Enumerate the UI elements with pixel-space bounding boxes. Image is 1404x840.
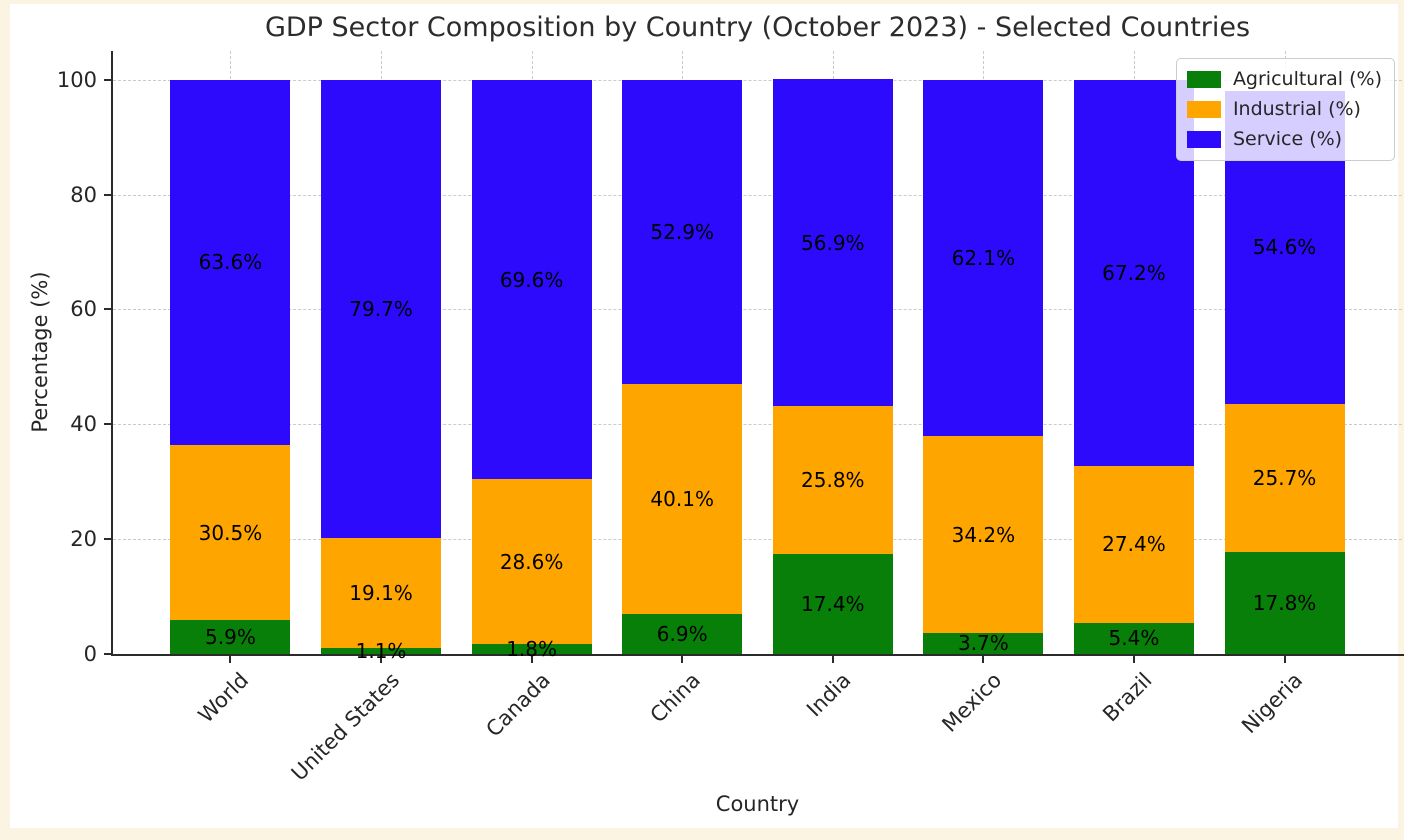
- x-tick-label: Nigeria: [1237, 668, 1308, 739]
- bar-segment-industrial: [772, 405, 893, 555]
- figure-canvas: GDP Sector Composition by Country (Octob…: [10, 4, 1404, 828]
- legend-entry: Agricultural (%): [1186, 68, 1382, 90]
- bar-segment-label: 5.4%: [1108, 626, 1160, 651]
- bar-segment-label: 3.7%: [957, 631, 1009, 656]
- x-tick-mark: [530, 656, 533, 663]
- x-tick-label: World: [193, 668, 254, 728]
- y-axis-label: Percentage (%): [28, 271, 52, 433]
- x-tick-mark: [831, 656, 834, 663]
- y-tick-label: 40: [70, 412, 97, 437]
- y-gridline: [113, 194, 1402, 196]
- x-tick-label: Brazil: [1098, 668, 1157, 727]
- bar-segment-agricultural: [321, 647, 442, 654]
- legend-entry: Service (%): [1186, 128, 1382, 150]
- bar-segment-industrial: [1224, 404, 1345, 552]
- bar-segment-industrial: [923, 436, 1044, 633]
- legend-color-chip: [1186, 130, 1221, 148]
- y-gridline: [113, 424, 1402, 426]
- legend-entry-label: Agricultural (%): [1232, 68, 1382, 90]
- bar-segment-service: [622, 80, 743, 385]
- bar-segment-label: 17.8%: [1252, 590, 1317, 615]
- y-tick-label: 60: [70, 297, 97, 322]
- bar-segment-label: 1.8%: [506, 636, 558, 661]
- x-tick-label: Mexico: [937, 668, 1007, 737]
- bar-segment-service: [170, 79, 291, 445]
- bar-segment-industrial: [170, 444, 291, 621]
- y-tick-mark: [104, 653, 111, 655]
- bar-segment-label: 1.1%: [355, 638, 407, 663]
- bar-segment-agricultural: [1224, 551, 1345, 654]
- bar-segment-label: 34.2%: [951, 522, 1016, 547]
- bar-segment-service: [471, 79, 592, 480]
- bar-segment-label: 25.7%: [1252, 465, 1317, 490]
- y-tick-label: 20: [70, 527, 97, 552]
- y-tick-label: 100: [56, 67, 97, 92]
- bar-segment-agricultural: [622, 614, 743, 654]
- bar-segment-label: 19.1%: [349, 580, 413, 605]
- x-tick-label: United States: [286, 668, 405, 786]
- bar-segment-label: 62.1%: [951, 246, 1016, 271]
- y-tick-mark: [104, 78, 111, 81]
- y-gridline: [113, 79, 1402, 81]
- legend-entry-label: Service (%): [1232, 128, 1343, 150]
- bar-segment-label: 17.4%: [801, 592, 865, 617]
- bar-segment-agricultural: [772, 554, 893, 654]
- bar-segment-label: 56.9%: [801, 230, 865, 255]
- bar-segment-industrial: [471, 479, 592, 644]
- bar-segment-label: 54.6%: [1252, 235, 1317, 260]
- bar-segment-service: [923, 79, 1044, 437]
- x-tick-mark: [982, 656, 985, 663]
- y-axis-spine: [111, 51, 113, 656]
- bar-segment-service: [1073, 79, 1194, 466]
- y-tick-mark: [104, 193, 111, 196]
- bar-segment-industrial: [622, 384, 743, 615]
- bar-segment-label: 69.6%: [499, 267, 564, 292]
- plot-area: Agricultural (%) Industrial (%) Service (%…: [57, 51, 1404, 786]
- bar-segment-service: [772, 79, 893, 406]
- x-tick-mark: [1132, 656, 1135, 663]
- bar-segment-agricultural: [170, 620, 291, 654]
- legend: Agricultural (%) Industrial (%) Service (%…: [1175, 58, 1395, 161]
- bar-segment-label: 5.9%: [205, 625, 256, 650]
- bar-segment-label: 6.9%: [656, 622, 708, 647]
- bar-segment-label: 79.7%: [349, 297, 413, 322]
- x-tick-mark: [681, 656, 684, 663]
- x-axis-label: Country: [715, 792, 800, 816]
- x-axis-spine: [111, 654, 1404, 656]
- x-tick-label: India: [802, 668, 856, 722]
- legend-color-chip: [1186, 100, 1221, 118]
- y-tick-mark: [104, 308, 111, 311]
- bar-segment-label: 40.1%: [650, 487, 714, 512]
- legend-color-chip: [1186, 70, 1221, 88]
- bar-segment-service: [321, 80, 442, 538]
- bar-segment-label: 30.5%: [198, 520, 263, 545]
- x-tick-mark: [1283, 656, 1286, 663]
- y-tick-mark: [104, 538, 111, 541]
- bar-segment-agricultural: [923, 632, 1044, 654]
- x-tick-mark: [380, 656, 383, 663]
- x-tick-label: China: [645, 668, 706, 728]
- y-gridline: [113, 309, 1402, 311]
- y-tick-mark: [104, 423, 111, 426]
- bar-segment-label: 28.6%: [499, 549, 564, 574]
- y-tick-label: 0: [83, 642, 97, 666]
- y-gridline: [113, 539, 1402, 541]
- x-tick-mark: [229, 656, 232, 663]
- bar-segment-label: 63.6%: [198, 250, 263, 275]
- chart-title: GDP Sector Composition by Country (Octob…: [264, 12, 1251, 43]
- bar-segment-label: 27.4%: [1102, 532, 1166, 557]
- bar-segment-label: 52.9%: [650, 220, 714, 245]
- bar-segment-industrial: [321, 537, 442, 648]
- bar-segment-agricultural: [1073, 622, 1194, 654]
- y-tick-label: 80: [70, 182, 97, 207]
- legend-entry: Industrial (%): [1186, 98, 1382, 120]
- bar-segment-industrial: [1073, 465, 1194, 623]
- legend-entry-label: Industrial (%): [1232, 98, 1361, 120]
- x-tick-label: Canada: [481, 668, 555, 742]
- bar-segment-agricultural: [471, 643, 592, 654]
- bar-segment-label: 25.8%: [801, 467, 865, 492]
- bar-segment-label: 67.2%: [1102, 260, 1166, 285]
